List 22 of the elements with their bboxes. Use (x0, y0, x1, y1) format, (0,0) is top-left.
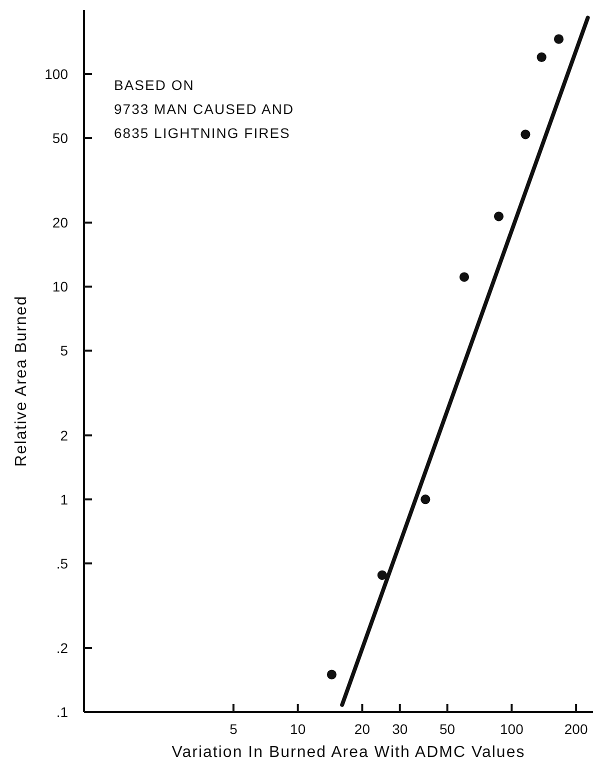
y-tick-label: 10 (52, 278, 68, 295)
x-tick-label: 30 (392, 721, 408, 737)
annotation: 6835 LIGHTNING FIRES (114, 125, 290, 141)
y-tick-label: 100 (44, 66, 68, 82)
annotation: 9733 MAN CAUSED AND (114, 101, 294, 117)
y-tick-label: 5 (60, 342, 68, 359)
y-tick-label: 1 (60, 491, 68, 508)
annotation: BASED ON (114, 77, 194, 93)
x-tick-label: 50 (440, 721, 456, 737)
y-tick-label: .2 (56, 640, 68, 656)
x-tick-label: 20 (354, 721, 370, 737)
x-tick-label: 200 (564, 721, 588, 737)
y-tick-label: 50 (52, 130, 68, 146)
y-tick-label: 20 (52, 214, 68, 231)
y-axis-title: Relative Area Burned (13, 295, 30, 467)
x-axis-title: Variation In Burned Area With ADMC Values (172, 744, 526, 761)
y-tick-label: 2 (60, 427, 68, 444)
x-tick-label: 100 (500, 721, 524, 737)
x-tick-label: 10 (290, 721, 306, 737)
y-tick-label: .1 (56, 704, 68, 720)
y-tick-label: .5 (56, 555, 68, 572)
x-tick-label: 5 (230, 721, 238, 737)
